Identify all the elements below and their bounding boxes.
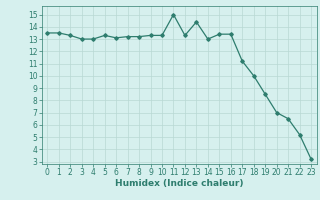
X-axis label: Humidex (Indice chaleur): Humidex (Indice chaleur) xyxy=(115,179,244,188)
